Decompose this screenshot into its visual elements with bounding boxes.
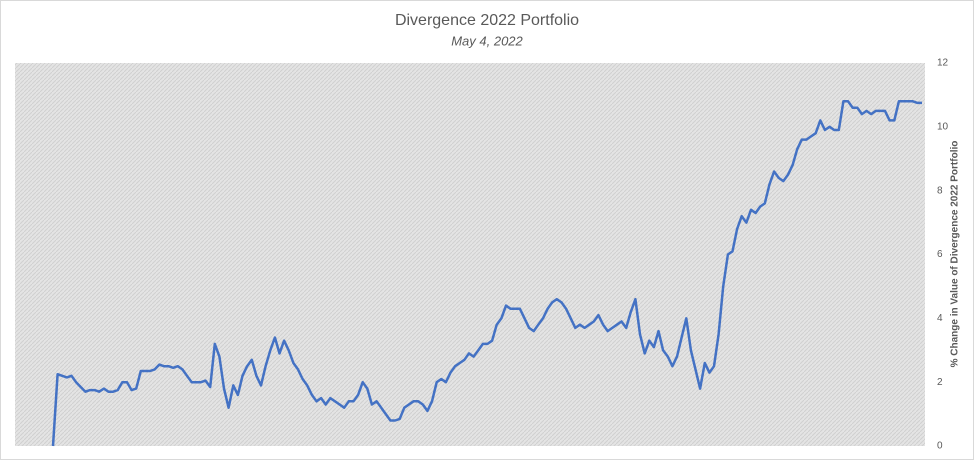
y-tick-label: 0	[937, 441, 943, 452]
plot-area	[15, 63, 925, 446]
y-tick-label: 12	[937, 58, 949, 69]
chart-title: Divergence 2022 Portfolio	[395, 12, 579, 29]
chart-subtitle: May 4, 2022	[451, 33, 523, 48]
y-tick-label: 6	[937, 249, 943, 260]
y-tick-label: 4	[937, 313, 943, 324]
y-axis-label: % Change in Value of Divergence 2022 Por…	[950, 141, 961, 368]
y-tick-label: 8	[937, 185, 943, 196]
y-tick-label: 2	[937, 377, 943, 388]
y-tick-label: 10	[937, 121, 949, 132]
line-series	[51, 100, 922, 447]
